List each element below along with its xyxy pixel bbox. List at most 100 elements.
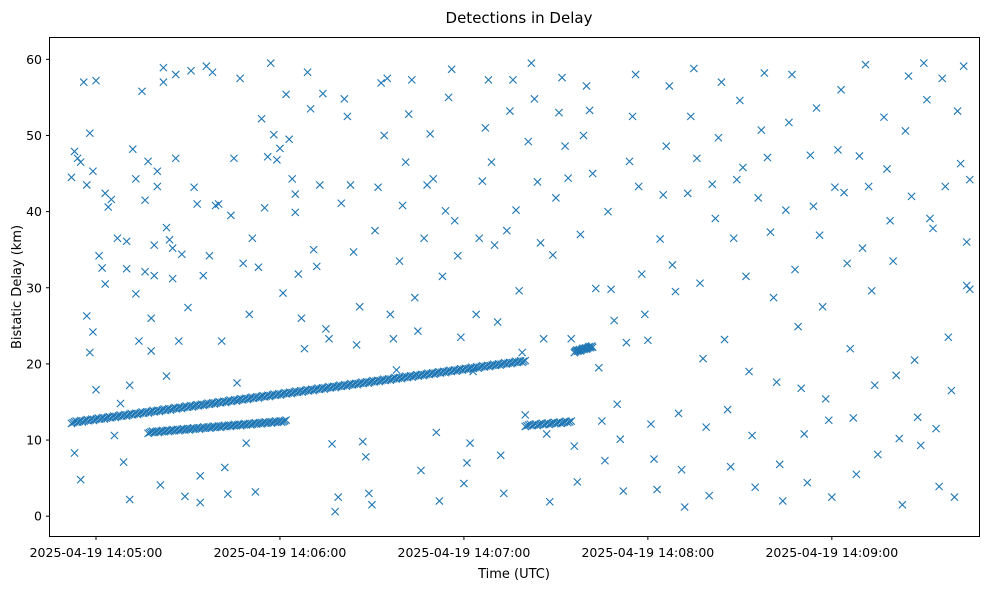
- data-point-4: [79, 78, 88, 87]
- data-point-284: [879, 113, 888, 122]
- data-point-257: [794, 322, 803, 331]
- data-point-14: [92, 385, 100, 394]
- data-point-293: [907, 192, 916, 201]
- data-point-34: [141, 196, 150, 205]
- data-point-209: [646, 420, 655, 429]
- data-point-16: [98, 263, 107, 272]
- data-point-81: [257, 114, 266, 123]
- data-point-283: [873, 450, 882, 459]
- data-point-282: [870, 381, 879, 390]
- data-point-56: [183, 303, 192, 312]
- data-point-91: [288, 174, 297, 183]
- data-point-10: [76, 475, 85, 484]
- x-tick-label-1: 2025-04-19 14:06:00: [214, 545, 347, 560]
- data-point-176: [545, 497, 554, 506]
- data-point-12: [85, 348, 94, 357]
- data-point-108: [337, 199, 346, 208]
- data-point-252: [778, 496, 787, 505]
- data-point-124: [386, 310, 395, 319]
- data-point-233: [720, 335, 729, 344]
- data-point-131: [407, 75, 416, 84]
- data-point-186: [576, 230, 585, 239]
- data-point-200: [619, 487, 628, 496]
- data-point-265: [818, 302, 827, 311]
- data-point-57: [187, 66, 196, 75]
- data-point-149: [462, 458, 471, 467]
- data-point-204: [631, 70, 640, 79]
- data-point-35: [141, 267, 150, 276]
- data-point-85: [269, 130, 278, 139]
- data-point-308: [953, 107, 962, 116]
- data-point-246: [760, 69, 769, 78]
- data-point-276: [852, 470, 861, 479]
- data-point-88: [279, 289, 288, 298]
- data-point-272: [840, 188, 849, 197]
- data-point-33: [137, 87, 146, 96]
- data-point-71: [226, 211, 235, 220]
- data-point-190: [588, 169, 597, 178]
- data-point-250: [772, 378, 781, 387]
- data-point-238: [735, 96, 744, 105]
- data-point-268: [827, 493, 836, 502]
- y-axis-ticks: 0 10 20 30 40 50 60: [26, 52, 50, 524]
- data-point-184: [570, 442, 579, 451]
- data-point-109: [340, 94, 349, 103]
- data-point-132: [410, 293, 419, 302]
- data-point-187: [579, 131, 588, 140]
- data-point-77: [245, 310, 254, 319]
- data-point-95: [297, 314, 306, 323]
- data-point-254: [784, 118, 793, 127]
- data-point-156: [484, 75, 493, 84]
- data-point-302: [935, 482, 944, 491]
- data-point-101: [315, 180, 324, 189]
- data-point-237: [732, 175, 741, 184]
- x-tick-label-0: 2025-04-19 14:05:00: [30, 545, 163, 560]
- data-point-3: [76, 158, 85, 167]
- data-point-240: [741, 272, 750, 281]
- data-point-24: [119, 458, 128, 467]
- data-point-175: [542, 429, 551, 438]
- data-point-214: [662, 142, 671, 151]
- data-point-296: [916, 441, 925, 450]
- data-point-158: [490, 241, 499, 250]
- y-tick-label-1: 10: [26, 433, 42, 448]
- data-point-278: [858, 244, 867, 253]
- data-point-279: [861, 60, 870, 69]
- data-point-244: [754, 193, 763, 202]
- data-point-171: [530, 94, 539, 103]
- data-point-290: [898, 500, 907, 509]
- data-point-98: [306, 104, 315, 113]
- data-point-110: [343, 112, 352, 121]
- data-point-197: [610, 316, 619, 325]
- data-point-38: [147, 346, 156, 355]
- data-point-199: [616, 435, 625, 444]
- data-point-78: [248, 234, 257, 243]
- data-point-292: [904, 72, 913, 81]
- data-point-126: [392, 366, 401, 374]
- data-point-313: [965, 175, 974, 184]
- data-point-248: [766, 228, 775, 237]
- data-point-107: [334, 493, 343, 502]
- data-point-42: [153, 182, 162, 191]
- x-axis-ticks: 2025-04-19 14:05:00 2025-04-19 14:06:00 20…: [30, 536, 898, 560]
- x-axis-label: Time (UTC): [477, 567, 550, 582]
- data-point-275: [849, 413, 858, 422]
- y-tick-label-5: 50: [26, 128, 42, 143]
- data-point-166: [515, 286, 524, 295]
- data-point-30: [131, 174, 140, 183]
- x-tick-label-3: 2025-04-19 14:08:00: [581, 545, 714, 560]
- data-point-49: [168, 274, 177, 283]
- data-point-32: [134, 337, 143, 346]
- data-point-105: [328, 439, 337, 448]
- data-point-5: [82, 180, 91, 189]
- x-tick-label-4: 2025-04-19 14:09:00: [765, 545, 898, 560]
- track-0-point-289: [521, 356, 530, 365]
- data-point-115: [358, 437, 367, 446]
- data-point-43: [156, 480, 165, 489]
- data-point-8: [92, 76, 100, 85]
- data-point-211: [653, 485, 662, 494]
- data-point-178: [551, 193, 560, 202]
- data-point-84: [266, 59, 275, 68]
- data-point-207: [640, 310, 649, 319]
- data-point-281: [867, 286, 876, 295]
